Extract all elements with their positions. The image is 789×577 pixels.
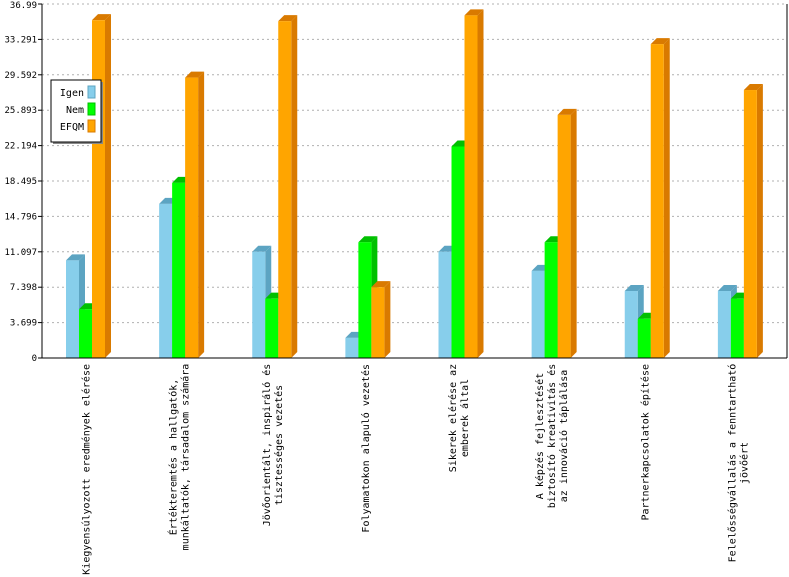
x-tick-label-line: Felelősségvállalás a fenntartható: [726, 364, 738, 563]
bar-front: [730, 298, 744, 358]
bar-side: [198, 71, 205, 358]
x-tick-label: Partnerkapcsolatok építése: [639, 364, 651, 521]
x-tick-label: Értékteremtés a hallgatók, munkáltatók, t…: [167, 364, 192, 551]
bar-front: [79, 309, 92, 358]
bar-front: [185, 77, 199, 358]
bar-front: [637, 318, 651, 358]
x-tick-label-line: munkáltatók, társadalom számára: [180, 364, 192, 551]
bar-top: [743, 84, 763, 91]
x-tick-label: Jövőorientált, inspiráló és tisztességes …: [261, 364, 285, 527]
bar-side: [105, 14, 111, 359]
y-tick-label: 3.699: [10, 319, 37, 329]
legend-swatch: [87, 119, 96, 133]
x-tick-label-line: jövőért: [738, 442, 750, 484]
y-tick-label: 29.592: [4, 71, 37, 81]
bar-front: [650, 44, 664, 359]
bar-front: [557, 114, 571, 358]
legend-label: Nem: [66, 105, 84, 116]
bar-top: [464, 9, 484, 16]
bars: [66, 9, 763, 359]
x-tick-label: Felelősségvállalás a fenntartható jövőért: [726, 364, 750, 563]
y-tick-label: 14.796: [4, 212, 37, 222]
bar-front: [92, 20, 105, 359]
bar-top: [252, 245, 272, 252]
bar-side: [477, 9, 484, 358]
bar-top: [358, 236, 378, 243]
bar-side: [291, 15, 298, 358]
bar-front: [265, 298, 279, 358]
bar-efqm: [464, 9, 484, 358]
y-tick-label: 33.291: [4, 35, 37, 45]
x-tick-label: Folyamatokon alapuló vezetés: [360, 364, 372, 533]
bar-top: [371, 281, 391, 288]
x-tick-label-line: emberek által: [459, 379, 471, 457]
bar-efqm: [185, 71, 205, 358]
bar-top: [557, 108, 577, 115]
y-tick-label: 0: [32, 354, 37, 364]
x-tick-label-line: Értékteremtés a hallgatók,: [167, 379, 180, 536]
x-tick-label-line: Partnerkapcsolatok építése: [639, 364, 651, 521]
bar-front: [358, 242, 372, 358]
x-tick-label-line: tisztességes vezetés: [273, 385, 285, 505]
legend-label: Igen: [60, 88, 84, 99]
axes: [41, 4, 788, 359]
bar-front: [345, 337, 359, 358]
legend-label: EFQM: [60, 122, 84, 133]
bar-side: [663, 38, 670, 359]
bar-front: [159, 203, 173, 358]
bar-front: [278, 21, 292, 358]
x-tick-label: A képzés fejlesztését biztosító kreativit…: [534, 364, 570, 509]
legend: Igen Nem EFQM: [50, 79, 103, 144]
bar-front: [743, 90, 757, 359]
x-tick-label-line: az innováció táplálása: [558, 370, 570, 502]
bar-top: [66, 254, 85, 261]
bar-front: [544, 242, 558, 358]
x-axis-labels: Kiegyensúlyozott eredmények elérése Érték…: [81, 364, 751, 575]
bar-top: [278, 15, 298, 22]
bar-front: [371, 287, 385, 358]
bar-top: [717, 285, 737, 292]
grid-lines: [42, 3, 787, 324]
bar-front: [464, 15, 478, 358]
bar-side: [756, 84, 763, 359]
legend-swatch: [87, 102, 96, 116]
bar-top: [92, 14, 111, 21]
x-tick-label-line: Folyamatokon alapuló vezetés: [360, 364, 372, 533]
x-tick-label-line: biztosító kreativitás és: [546, 364, 558, 509]
bar-front: [438, 251, 452, 358]
bar-efqm: [743, 84, 763, 359]
x-tick-label-line: Kiegyensúlyozott eredmények elérése: [81, 364, 93, 575]
bar-efqm: [371, 281, 391, 358]
bar-front: [66, 260, 79, 358]
y-tick-label: 36.99: [10, 1, 37, 11]
y-tick-label: 18.495: [4, 177, 37, 187]
bar-top: [185, 71, 205, 78]
bar-efqm: [92, 14, 111, 359]
x-tick-label: Kiegyensúlyozott eredmények elérése: [81, 364, 93, 575]
bar-top: [624, 285, 644, 292]
bar-front: [252, 251, 266, 358]
x-tick-label-line: Sikerek elérése az: [447, 364, 459, 472]
y-axis: 0 3.699 7.398 11.097 14.796 18.495 22.194 25.89…: [4, 1, 42, 364]
bar-front: [531, 270, 545, 358]
legend-swatch: [87, 85, 96, 99]
bar-front: [717, 291, 731, 358]
bar-front: [172, 182, 186, 358]
bar-front: [451, 146, 465, 358]
bar-efqm: [557, 108, 577, 358]
bar-efqm: [278, 15, 298, 358]
x-tick-label: Sikerek elérése az emberek által: [447, 364, 471, 472]
x-tick-label-line: A képzés fejlesztését: [534, 373, 546, 499]
x-tick-label-line: Jövőorientált, inspiráló és: [261, 364, 273, 527]
y-tick-label: 7.398: [10, 283, 37, 293]
y-tick-label: 11.097: [4, 248, 37, 258]
bar-side: [384, 281, 391, 358]
bar-efqm: [650, 38, 670, 359]
y-tick-label: 25.893: [4, 106, 37, 116]
bar-front: [624, 291, 638, 358]
bar-top: [650, 38, 670, 45]
y-tick-label: 22.194: [4, 142, 37, 152]
bar-side: [570, 108, 577, 358]
